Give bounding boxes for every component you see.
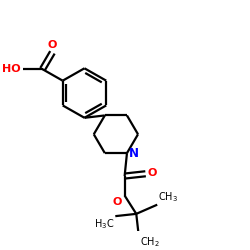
Text: CH$_2$: CH$_2$	[140, 236, 160, 250]
Text: O: O	[112, 197, 122, 207]
Text: CH$_3$: CH$_3$	[158, 190, 178, 203]
Text: O: O	[148, 168, 157, 177]
Text: N: N	[129, 147, 139, 160]
Text: H$_3$C: H$_3$C	[94, 217, 114, 231]
Text: O: O	[48, 40, 57, 50]
Text: HO: HO	[2, 64, 21, 74]
